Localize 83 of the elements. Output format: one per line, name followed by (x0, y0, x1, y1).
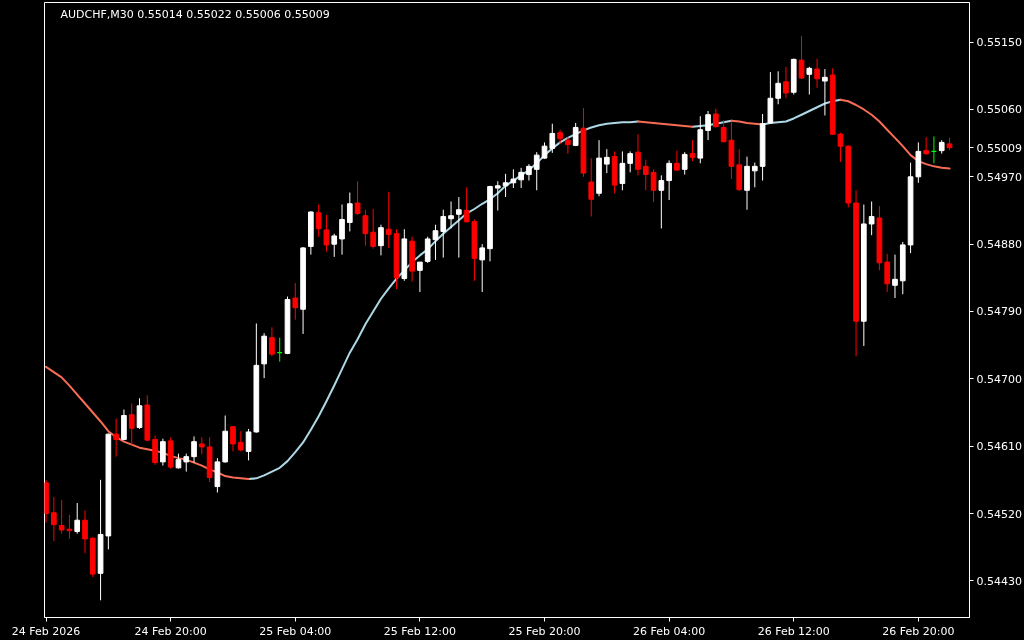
candlestick (82, 510, 88, 554)
candlestick (74, 502, 81, 535)
candlestick (775, 70, 781, 105)
y-tick-label: 0.54970 (976, 170, 1022, 184)
candlestick (642, 159, 649, 191)
candlestick (323, 214, 330, 253)
candlestick (269, 326, 275, 357)
candlestick (658, 174, 665, 229)
candlestick (533, 151, 540, 191)
candlestick (557, 129, 563, 145)
candlestick (339, 204, 345, 256)
x-tick-label: 26 Feb 20:00 (882, 624, 955, 638)
candlestick (113, 417, 119, 458)
candlestick (136, 397, 143, 430)
candlestick (51, 496, 57, 542)
candlestick (705, 110, 711, 141)
candlestick (806, 66, 813, 96)
x-tick-label: 25 Feb 12:00 (383, 624, 456, 638)
candlestick (292, 282, 299, 321)
candlestick (635, 133, 641, 176)
candlestick (837, 132, 844, 163)
candlestick (526, 163, 532, 182)
candlestick (751, 162, 758, 188)
candlestick (892, 254, 898, 299)
candlestick (152, 435, 158, 466)
candlestick (603, 148, 610, 174)
candlestick (315, 204, 322, 238)
candlestick (518, 167, 524, 189)
candlestick (822, 68, 828, 116)
candlestick (619, 150, 626, 191)
x-tick-label: 25 Feb 20:00 (508, 624, 581, 638)
candlestick (346, 192, 353, 232)
candlestick (494, 180, 501, 211)
candlestick (868, 201, 875, 236)
candlestick (121, 409, 127, 441)
candlestick (417, 261, 423, 293)
candlestick (191, 435, 197, 464)
candlestick (331, 233, 338, 258)
candlestick (362, 209, 369, 247)
candlestick (354, 180, 361, 216)
candlestick (456, 196, 462, 259)
candlestick (884, 253, 891, 293)
x-tick-label: 26 Feb 12:00 (757, 624, 830, 638)
candlestick (502, 173, 509, 198)
y-tick-label: 0.54520 (976, 507, 1022, 521)
y-tick-label: 0.55150 (976, 36, 1022, 50)
candlestick (681, 151, 688, 176)
x-tick-label: 25 Feb 04:00 (259, 624, 332, 638)
candlestick (588, 157, 595, 217)
text: AUDCHF,M30 0.55014 0.55022 0.55006 0.55009 (60, 7, 330, 21)
candlestick (440, 209, 447, 259)
y-tick-label: 0.54790 (976, 305, 1022, 319)
x-tick-label: 24 Feb 20:00 (134, 624, 207, 638)
candlestick (378, 224, 384, 256)
candlestick (814, 58, 820, 89)
y-tick-label: 0.54700 (976, 372, 1022, 386)
candlestick (744, 156, 750, 211)
candlestick (783, 66, 789, 99)
candlestick (923, 136, 929, 156)
candlestick (479, 243, 486, 293)
candlestick (565, 136, 571, 155)
candlestick (627, 150, 634, 173)
candlestick (448, 201, 454, 229)
x-tick-label: 24 Feb 2026 (11, 624, 81, 638)
candlestick (650, 168, 657, 203)
candlestick (160, 438, 166, 467)
x-tick-label: 26 Feb 04:00 (633, 624, 706, 638)
candlestick (798, 35, 805, 80)
candlestick (385, 191, 392, 249)
candlestick (666, 159, 672, 201)
candlestick (674, 150, 680, 172)
y-tick-label: 0.55060 (976, 103, 1022, 117)
candlestick (230, 425, 236, 452)
candlestick (128, 403, 135, 446)
y-tick-label: 0.54610 (976, 440, 1022, 454)
y-tick-label: 0.54880 (976, 238, 1022, 252)
candlestick (510, 168, 517, 189)
y-tick-label: 0.54430 (976, 574, 1022, 588)
y-tick-label: 0.55009 (976, 141, 1022, 155)
candlestick (689, 139, 696, 162)
candlestick (370, 208, 377, 250)
candlestick (245, 428, 252, 461)
candlestick (463, 186, 470, 223)
